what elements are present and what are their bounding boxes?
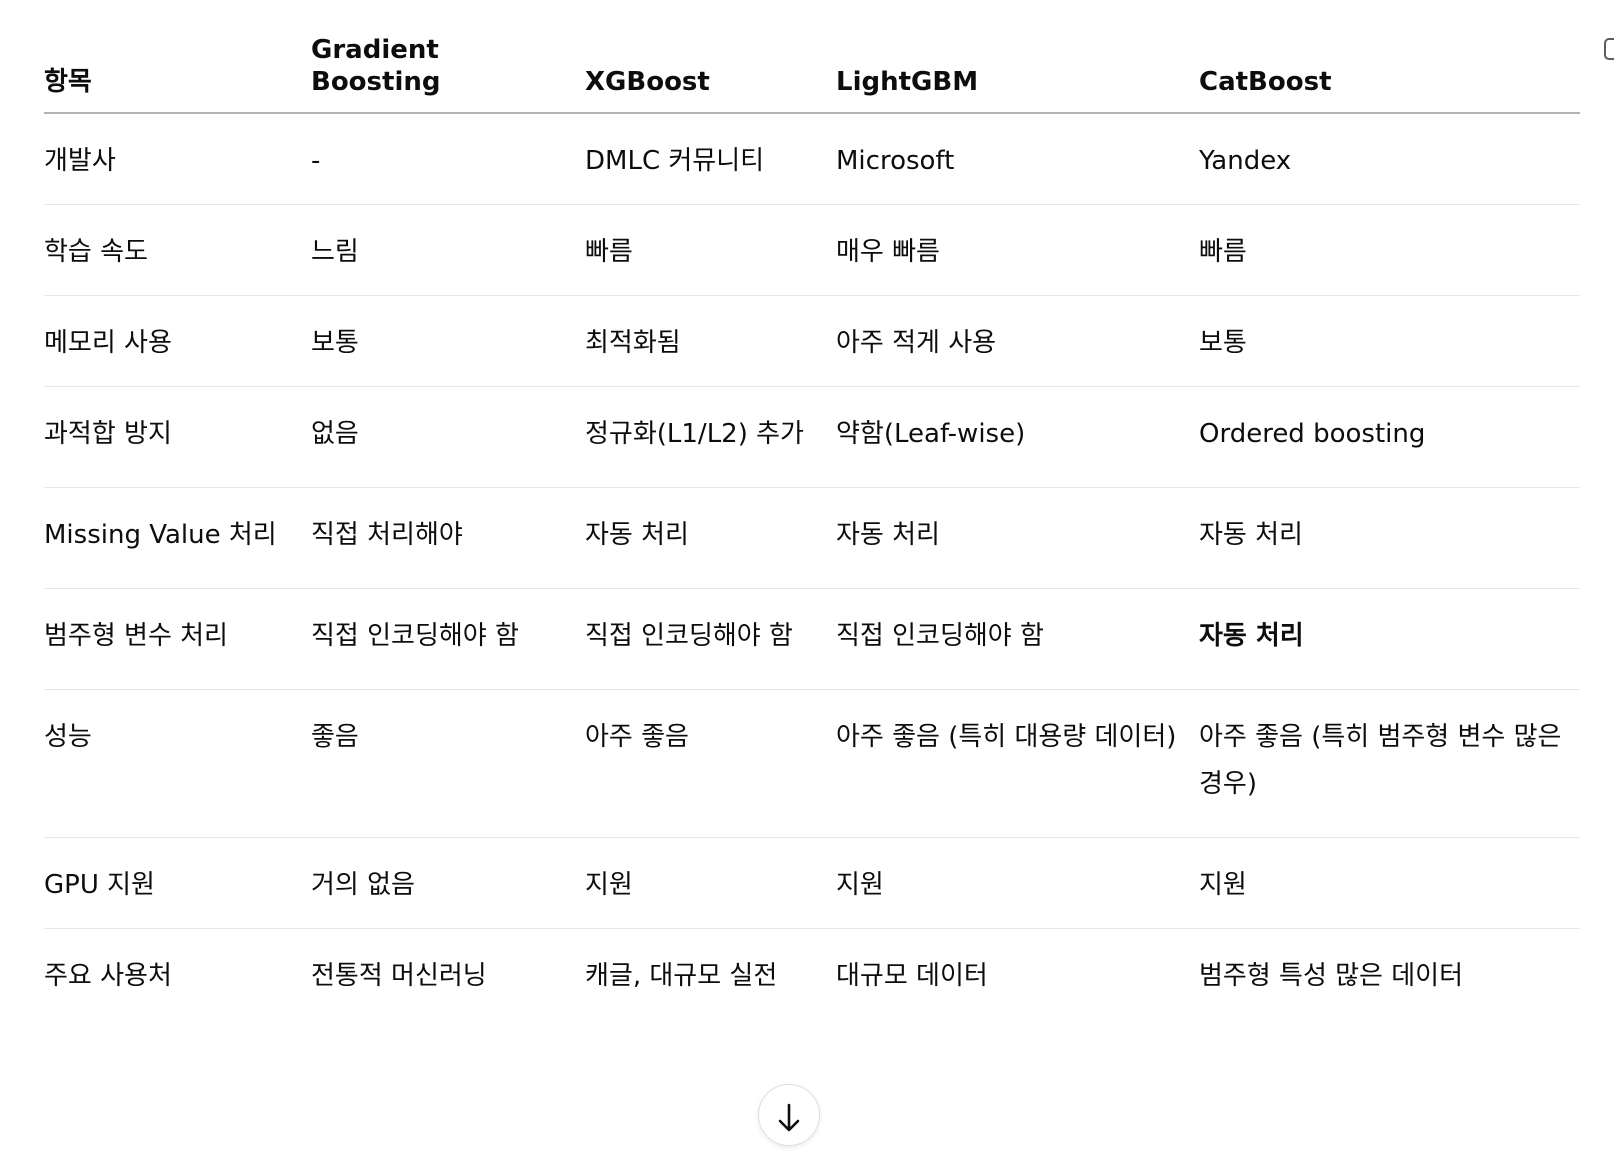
table-cell: 없음 xyxy=(311,386,585,488)
copy-icon[interactable] xyxy=(1604,38,1614,60)
row-label: Missing Value 처리 xyxy=(44,487,311,589)
table-cell: Yandex xyxy=(1199,113,1580,205)
table-cell: 지원 xyxy=(836,837,1199,929)
row-label: 성능 xyxy=(44,689,311,838)
comparison-table-container: 항목 Gradient Boosting XGBoost LightGBM Ca… xyxy=(44,0,1580,1019)
table-cell: 빠름 xyxy=(585,204,836,296)
table-cell: 범주형 특성 많은 데이터 xyxy=(1199,961,1463,991)
table-cell: 약함(Leaf-wise) xyxy=(836,386,1199,488)
table-cell: 좋음 xyxy=(311,689,585,838)
table-row: 성능 좋음 아주 좋음 아주 좋음 (특히 대용량 데이터) 아주 좋음 (특히… xyxy=(44,689,1580,838)
table-cell: 최적화됨 xyxy=(585,295,836,387)
header-gradient-boosting: Gradient Boosting xyxy=(311,0,585,114)
header-catboost: CatBoost xyxy=(1199,0,1580,114)
row-label: 학습 속도 xyxy=(44,204,311,296)
table-row: 주요 사용처 전통적 머신러닝 캐글, 대규모 실전 대규모 데이터 범주형 특… xyxy=(44,929,1580,1020)
table-cell: 아주 좋음 xyxy=(585,689,836,838)
table-cell: 자동 처리 xyxy=(585,487,836,589)
table-row: 학습 속도 느림 빠름 매우 빠름 빠름 xyxy=(44,204,1580,296)
table-cell: 매우 빠름 xyxy=(836,204,1199,296)
header-xgboost: XGBoost xyxy=(585,0,836,114)
table-cell: 자동 처리 xyxy=(836,487,1199,589)
table-cell: 대규모 데이터 xyxy=(836,961,988,991)
row-label: 과적합 방지 xyxy=(44,386,311,488)
table-cell: 정규화(L1/L2) 추가 xyxy=(585,386,836,488)
header-item: 항목 xyxy=(44,0,311,114)
table-cell: 자동 처리 xyxy=(1199,487,1580,589)
comparison-table: 항목 Gradient Boosting XGBoost LightGBM Ca… xyxy=(44,0,1580,1019)
table-cell: Ordered boosting xyxy=(1199,386,1580,488)
row-label: GPU 지원 xyxy=(44,837,311,929)
table-cell: 캐글, 대규모 실전 xyxy=(585,961,778,991)
table-cell: 아주 좋음 (특히 범주형 변수 많은 경우) xyxy=(1199,689,1580,838)
row-label: 범주형 변수 처리 xyxy=(44,588,311,690)
table-cell-bold: 자동 처리 xyxy=(1199,588,1580,690)
table-row: 메모리 사용 보통 최적화됨 아주 적게 사용 보통 xyxy=(44,295,1580,387)
table-row: 범주형 변수 처리 직접 인코딩해야 함 직접 인코딩해야 함 직접 인코딩해야… xyxy=(44,588,1580,690)
table-cell: 직접 인코딩해야 함 xyxy=(836,588,1199,690)
table-row: Missing Value 처리 직접 처리해야 자동 처리 자동 처리 자동 … xyxy=(44,487,1580,589)
row-label: 메모리 사용 xyxy=(44,295,311,387)
table-cell: DMLC 커뮤니티 xyxy=(585,113,836,205)
table-cell: Microsoft xyxy=(836,113,1199,205)
row-label: 주요 사용처 xyxy=(44,961,172,991)
table-cell: 지원 xyxy=(585,837,836,929)
table-cell: 지원 xyxy=(1199,837,1580,929)
header-lightgbm: LightGBM xyxy=(836,0,1199,114)
row-label: 개발사 xyxy=(44,113,311,205)
table-cell: 아주 적게 사용 xyxy=(836,295,1199,387)
table-cell: 직접 인코딩해야 함 xyxy=(585,588,836,690)
table-cell: 보통 xyxy=(1199,295,1580,387)
table-cell: 보통 xyxy=(311,295,585,387)
table-row: GPU 지원 거의 없음 지원 지원 지원 xyxy=(44,837,1580,929)
arrow-down-icon xyxy=(778,1103,800,1132)
table-cell: 직접 처리해야 xyxy=(311,487,585,589)
scroll-down-button[interactable] xyxy=(758,1084,820,1146)
table-row: 과적합 방지 없음 정규화(L1/L2) 추가 약함(Leaf-wise) Or… xyxy=(44,386,1580,488)
table-cell: 전통적 머신러닝 xyxy=(311,961,487,991)
table-header-row: 항목 Gradient Boosting XGBoost LightGBM Ca… xyxy=(44,0,1580,114)
table-cell: 느림 xyxy=(311,204,585,296)
table-row: 개발사 - DMLC 커뮤니티 Microsoft Yandex xyxy=(44,113,1580,205)
table-cell: 빠름 xyxy=(1199,204,1580,296)
table-cell: 거의 없음 xyxy=(311,837,585,929)
table-cell: - xyxy=(311,113,585,205)
table-cell: 직접 인코딩해야 함 xyxy=(311,588,585,690)
table-cell: 아주 좋음 (특히 대용량 데이터) xyxy=(836,689,1199,838)
